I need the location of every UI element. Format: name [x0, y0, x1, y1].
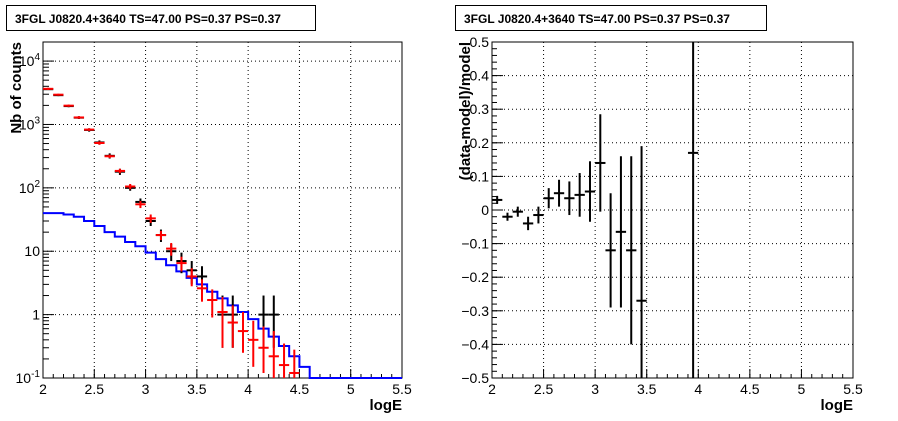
y-tick-label: −0.3	[461, 303, 489, 319]
x-tick-label: 5	[347, 381, 355, 397]
x-tick-label: 2	[39, 381, 47, 397]
x-tick-label: 2.5	[85, 381, 105, 397]
y-tick-label: 0.5	[470, 34, 490, 50]
x-tick-label: 4	[244, 381, 252, 397]
x-axis-title: logE	[370, 397, 403, 414]
y-tick-label: −0.5	[461, 370, 489, 386]
x-tick-label: 4.5	[290, 381, 310, 397]
x-tick-label: 4.5	[740, 381, 760, 397]
x-tick-label: 3	[142, 381, 150, 397]
y-axis-title: Nb of counts	[8, 42, 25, 134]
y-tick-label: 0.3	[470, 101, 490, 117]
y-tick-label: −0.4	[461, 336, 489, 352]
y-tick-exponent: 3	[34, 115, 40, 126]
x-tick-label: 2.5	[534, 381, 554, 397]
y-tick-label: −0.2	[461, 269, 489, 285]
y-tick-label: 0.2	[470, 135, 490, 151]
x-tick-label: 5	[798, 381, 806, 397]
x-axis-title: logE	[821, 397, 854, 414]
y-tick-exponent: 2	[34, 179, 40, 190]
y-tick-label: 10-1	[16, 369, 41, 386]
right-chart-title: 3FGL J0820.4+3640 TS=47.00 PS=0.37 PS=0.…	[455, 5, 767, 31]
x-tick-label: 5.5	[843, 381, 863, 397]
y-axis-title: (data-model)/model	[457, 42, 474, 180]
y-tick-label: 0.4	[470, 68, 490, 84]
x-tick-label: 3	[591, 381, 599, 397]
x-tick-label: 3.5	[187, 381, 207, 397]
x-tick-label: 3.5	[637, 381, 657, 397]
left-chart-title: 3FGL J0820.4+3640 TS=47.00 PS=0.37 PS=0.…	[6, 5, 316, 31]
y-tick-exponent: -1	[31, 369, 40, 380]
y-tick-label: 0	[481, 202, 489, 218]
model-histogram-line	[43, 212, 402, 379]
x-tick-label: 5.5	[392, 381, 412, 397]
x-tick-label: 4	[694, 381, 702, 397]
residuals-panel: 2 2.5 3 3.5 4 4.5 5 5.5 −0.5 −0.4 −0.3 −0.2 −0.1 0 0.1…	[457, 34, 863, 414]
y-tick-exponent: 4	[34, 52, 40, 63]
y-tick-label: 10	[24, 243, 40, 259]
y-tick-label: 1	[32, 307, 40, 323]
x-tick-label: 2	[488, 381, 496, 397]
y-tick-label: −0.1	[461, 236, 489, 252]
y-tick-label: 0.1	[470, 168, 490, 184]
y-tick-label: 102	[19, 179, 41, 196]
